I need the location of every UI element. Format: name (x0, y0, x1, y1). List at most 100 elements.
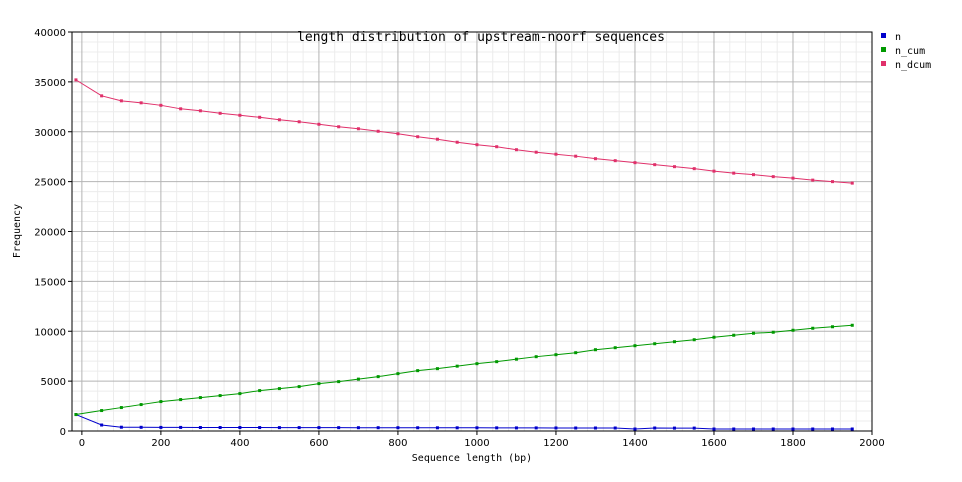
data-point-n-cum[interactable] (850, 323, 854, 327)
data-point-n[interactable] (179, 425, 183, 429)
data-point-n[interactable] (554, 426, 558, 430)
data-point-n[interactable] (435, 426, 439, 430)
data-point-n[interactable] (258, 426, 262, 430)
legend-item-n-cum[interactable]: n_cum (881, 46, 925, 57)
data-point-n-cum[interactable] (712, 335, 716, 339)
data-point-n[interactable] (712, 427, 716, 431)
data-point-n-dcum[interactable] (258, 115, 262, 119)
data-point-n[interactable] (574, 426, 578, 430)
data-point-n-dcum[interactable] (218, 111, 222, 115)
data-point-n-dcum[interactable] (238, 113, 242, 117)
data-point-n-cum[interactable] (653, 342, 657, 346)
data-point-n[interactable] (850, 427, 854, 431)
data-point-n-cum[interactable] (297, 385, 301, 389)
data-point-n[interactable] (356, 426, 360, 430)
data-point-n-dcum[interactable] (475, 143, 479, 147)
data-point-n[interactable] (732, 427, 736, 431)
data-point-n-cum[interactable] (791, 328, 795, 332)
data-point-n-dcum[interactable] (633, 161, 637, 165)
data-point-n[interactable] (198, 426, 202, 430)
data-point-n[interactable] (277, 426, 281, 430)
data-point-n[interactable] (238, 426, 242, 430)
legend-item-n[interactable]: n (881, 32, 901, 43)
data-point-n-dcum[interactable] (159, 103, 163, 107)
data-point-n-dcum[interactable] (653, 163, 657, 167)
data-point-n-cum[interactable] (238, 392, 242, 396)
data-point-n-dcum[interactable] (416, 135, 420, 139)
data-point-n-cum[interactable] (317, 382, 321, 386)
data-point-n-cum[interactable] (672, 340, 676, 344)
data-point-n-cum[interactable] (534, 355, 538, 359)
data-point-n-cum[interactable] (396, 372, 400, 376)
data-point-n-dcum[interactable] (613, 159, 617, 163)
data-point-n[interactable] (396, 426, 400, 430)
data-point-n-dcum[interactable] (850, 181, 854, 185)
data-point-n[interactable] (139, 425, 143, 429)
data-point-n-cum[interactable] (198, 396, 202, 400)
data-point-n-dcum[interactable] (179, 107, 183, 111)
data-point-n-cum[interactable] (74, 413, 78, 417)
data-point-n[interactable] (633, 427, 637, 431)
data-point-n-dcum[interactable] (514, 148, 518, 152)
legend-item-n-dcum[interactable]: n_dcum (881, 60, 931, 71)
data-point-n-cum[interactable] (179, 398, 183, 402)
data-point-n-dcum[interactable] (771, 175, 775, 179)
data-point-n[interactable] (416, 426, 420, 430)
data-point-n[interactable] (534, 426, 538, 430)
data-point-n[interactable] (514, 426, 518, 430)
data-point-n-cum[interactable] (514, 357, 518, 361)
data-point-n-cum[interactable] (771, 330, 775, 334)
data-point-n-dcum[interactable] (100, 94, 104, 98)
data-point-n-cum[interactable] (159, 400, 163, 404)
data-point-n-cum[interactable] (732, 333, 736, 337)
data-point-n-dcum[interactable] (297, 120, 301, 124)
data-point-n[interactable] (376, 426, 380, 430)
data-point-n-cum[interactable] (574, 351, 578, 355)
data-point-n-dcum[interactable] (732, 171, 736, 175)
data-point-n-dcum[interactable] (672, 165, 676, 169)
data-point-n-dcum[interactable] (554, 152, 558, 156)
data-point-n[interactable] (791, 427, 795, 431)
data-point-n[interactable] (692, 426, 696, 430)
data-point-n-cum[interactable] (692, 338, 696, 342)
data-point-n[interactable] (475, 426, 479, 430)
data-point-n[interactable] (672, 426, 676, 430)
data-point-n-cum[interactable] (495, 360, 499, 364)
data-point-n-dcum[interactable] (455, 140, 459, 144)
data-point-n[interactable] (100, 423, 104, 427)
data-point-n-dcum[interactable] (593, 157, 597, 161)
data-point-n-dcum[interactable] (198, 109, 202, 113)
data-point-n-cum[interactable] (277, 387, 281, 391)
data-point-n-cum[interactable] (751, 331, 755, 335)
data-point-n-dcum[interactable] (396, 132, 400, 136)
data-point-n[interactable] (317, 426, 321, 430)
data-point-n-dcum[interactable] (751, 173, 755, 177)
data-point-n-cum[interactable] (416, 369, 420, 373)
data-point-n-dcum[interactable] (139, 101, 143, 105)
data-point-n-dcum[interactable] (356, 127, 360, 131)
data-point-n-dcum[interactable] (692, 167, 696, 171)
data-point-n-dcum[interactable] (74, 78, 78, 82)
data-point-n-cum[interactable] (218, 394, 222, 398)
data-point-n[interactable] (159, 425, 163, 429)
data-point-n-dcum[interactable] (337, 125, 341, 129)
data-point-n-cum[interactable] (613, 346, 617, 350)
data-point-n-cum[interactable] (100, 409, 104, 413)
data-point-n-cum[interactable] (119, 406, 123, 410)
data-point-n[interactable] (771, 427, 775, 431)
data-point-n-cum[interactable] (337, 380, 341, 384)
data-point-n[interactable] (751, 427, 755, 431)
data-point-n-dcum[interactable] (830, 180, 834, 184)
data-point-n[interactable] (830, 427, 834, 431)
data-point-n-cum[interactable] (435, 367, 439, 371)
data-point-n[interactable] (811, 427, 815, 431)
data-point-n[interactable] (495, 426, 499, 430)
data-point-n[interactable] (297, 426, 301, 430)
data-point-n-cum[interactable] (554, 353, 558, 357)
data-point-n-cum[interactable] (376, 375, 380, 379)
data-point-n-cum[interactable] (455, 364, 459, 368)
data-point-n-cum[interactable] (830, 325, 834, 329)
data-point-n-cum[interactable] (811, 326, 815, 330)
data-point-n-dcum[interactable] (376, 129, 380, 133)
data-point-n[interactable] (119, 425, 123, 429)
